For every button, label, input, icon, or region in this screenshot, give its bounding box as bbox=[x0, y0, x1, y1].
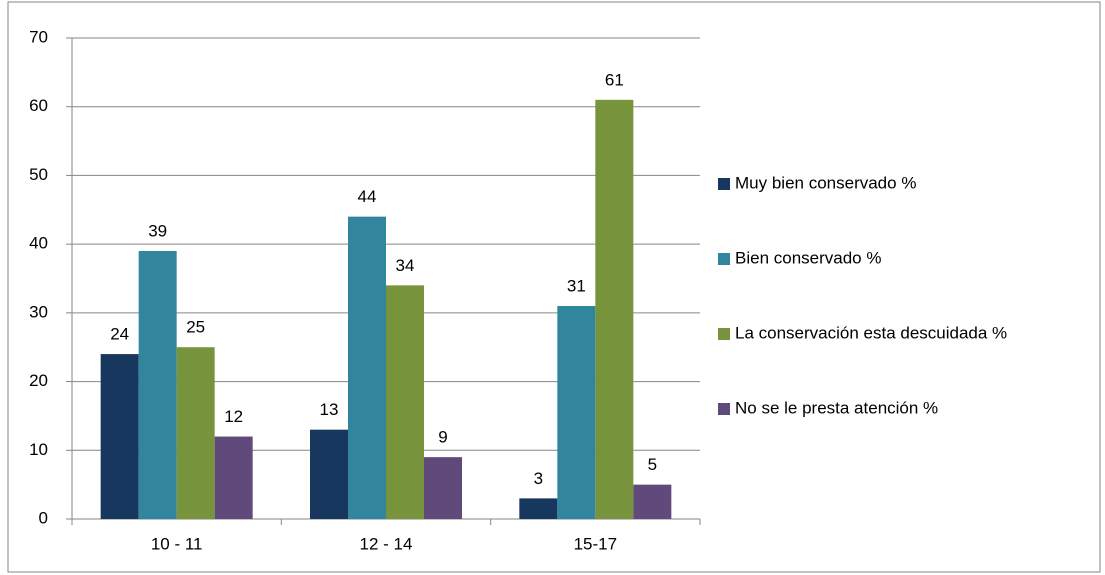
data-label: 39 bbox=[148, 221, 167, 240]
bar bbox=[310, 429, 348, 519]
bar bbox=[138, 251, 177, 519]
data-label: 44 bbox=[358, 187, 377, 206]
data-label: 25 bbox=[186, 318, 205, 337]
y-tick-label: 70 bbox=[29, 27, 48, 46]
bar bbox=[519, 498, 558, 519]
legend-label: Muy bien conservado % bbox=[735, 173, 916, 192]
y-tick-label: 30 bbox=[29, 302, 48, 321]
bar bbox=[595, 99, 634, 519]
bar bbox=[386, 285, 424, 519]
y-tick-label: 50 bbox=[29, 165, 48, 184]
legend-swatch bbox=[718, 178, 730, 190]
legend-swatch bbox=[718, 328, 730, 340]
x-tick-label: 12 - 14 bbox=[360, 534, 413, 553]
legend-swatch bbox=[718, 403, 730, 415]
x-tick-label: 10 - 11 bbox=[151, 534, 203, 553]
x-tick-label: 15-17 bbox=[574, 534, 617, 553]
y-tick-label: 10 bbox=[29, 440, 48, 459]
legend-label: Bien conservado % bbox=[735, 248, 881, 267]
legend-label: La conservación esta descuidada % bbox=[735, 323, 1007, 342]
bar bbox=[348, 216, 386, 519]
bar bbox=[100, 354, 139, 519]
data-label: 61 bbox=[605, 70, 624, 89]
y-tick-label: 60 bbox=[29, 96, 48, 115]
data-label: 5 bbox=[648, 455, 657, 474]
bar bbox=[424, 457, 462, 519]
bar bbox=[557, 305, 596, 519]
data-label: 31 bbox=[567, 276, 586, 295]
bar bbox=[214, 436, 253, 519]
data-label: 3 bbox=[534, 469, 543, 488]
data-label: 12 bbox=[224, 407, 243, 426]
legend-swatch bbox=[718, 253, 730, 265]
data-label: 9 bbox=[438, 428, 447, 447]
bar bbox=[633, 484, 672, 519]
bar bbox=[176, 347, 215, 519]
data-label: 24 bbox=[110, 325, 129, 344]
data-label: 34 bbox=[396, 256, 415, 275]
legend-label: No se le presta atención % bbox=[735, 398, 938, 417]
y-tick-label: 40 bbox=[29, 234, 48, 253]
y-tick-label: 20 bbox=[29, 371, 48, 390]
y-tick-label: 0 bbox=[39, 508, 48, 527]
data-label: 13 bbox=[320, 400, 339, 419]
